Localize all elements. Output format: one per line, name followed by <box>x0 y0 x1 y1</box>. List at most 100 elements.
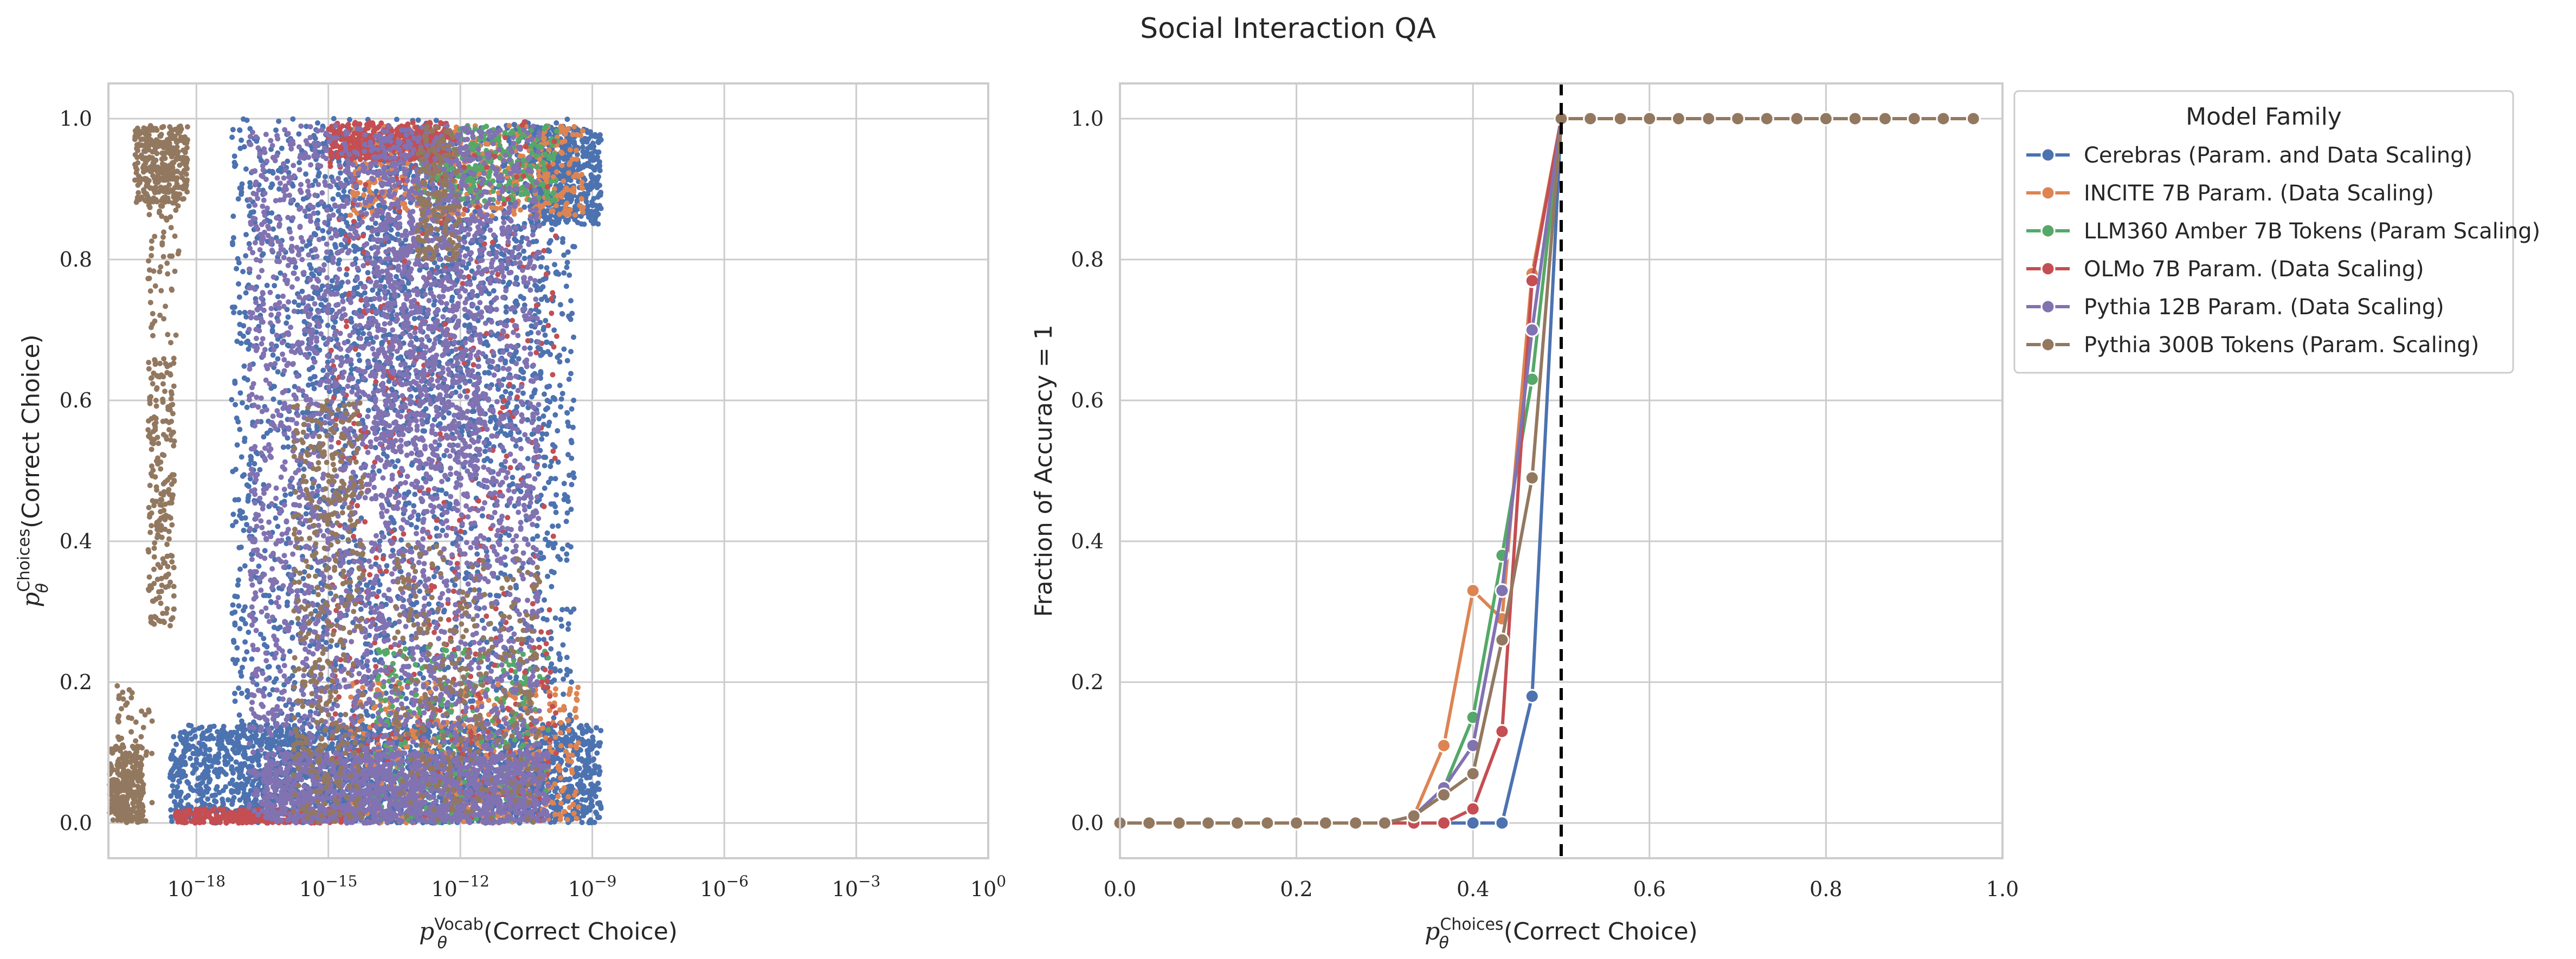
scatter-point <box>273 127 279 133</box>
scatter-point <box>544 339 550 345</box>
scatter-point <box>236 733 242 739</box>
scatter-point <box>545 573 551 579</box>
scatter-point <box>273 676 279 682</box>
scatter-point <box>395 355 401 361</box>
scatter-point <box>549 584 555 589</box>
scatter-point <box>552 615 558 621</box>
scatter-point <box>262 548 268 554</box>
scatter-point <box>559 391 565 397</box>
scatter-point <box>569 679 575 685</box>
scatter-point <box>242 639 248 645</box>
scatter-point <box>564 358 570 364</box>
scatter-point <box>201 760 207 766</box>
scatter-point <box>370 713 376 719</box>
scatter-point <box>417 671 423 677</box>
scatter-point <box>181 769 186 775</box>
scatter-point <box>431 574 437 580</box>
scatter-point <box>596 786 602 792</box>
scatter-point <box>553 492 559 498</box>
scatter-point <box>556 651 562 657</box>
scatter-point <box>552 668 558 674</box>
scatter-point <box>542 463 548 469</box>
scatter-point <box>597 768 603 774</box>
scatter-point <box>549 226 555 232</box>
scatter-point <box>551 715 557 721</box>
scatter-point <box>566 272 572 278</box>
scatter-point <box>241 607 246 613</box>
scatter-point <box>264 740 269 746</box>
scatter-point <box>237 762 243 768</box>
scatter-point <box>301 466 307 472</box>
scatter-point <box>284 320 289 326</box>
scatter-point <box>227 781 233 787</box>
scatter-point <box>264 744 270 750</box>
scatter-point <box>239 137 244 143</box>
scatter-point <box>581 784 587 790</box>
scatter-point <box>229 764 235 770</box>
scatter-point <box>257 631 263 637</box>
scatter-point <box>557 668 563 673</box>
scatter-point <box>246 462 252 468</box>
scatter-point <box>559 546 565 552</box>
scatter-point <box>175 770 181 776</box>
scatter-point <box>197 789 203 795</box>
scatter-point <box>168 807 174 813</box>
scatter-point <box>211 798 217 804</box>
scatter-point <box>237 321 243 327</box>
scatter-point <box>580 153 586 159</box>
scatter-point <box>232 609 238 615</box>
scatter-point <box>246 775 252 781</box>
scatter-point <box>278 730 284 736</box>
scatter-point <box>585 756 591 762</box>
scatter-point <box>544 530 550 536</box>
scatter-point <box>325 322 331 328</box>
scatter-point <box>214 770 220 776</box>
scatter-point <box>192 734 198 740</box>
scatter-point <box>190 787 196 793</box>
scatter-point <box>205 796 211 802</box>
scatter-point <box>248 453 254 459</box>
scatter-point <box>548 238 553 244</box>
scatter-point <box>596 814 602 820</box>
scatter-point <box>223 730 229 736</box>
scatter-point <box>561 676 566 682</box>
scatter-point <box>200 741 206 747</box>
scatter-point <box>230 770 236 776</box>
scatter-point <box>270 743 276 749</box>
scatter-point <box>241 752 246 758</box>
scatter-point <box>205 773 211 779</box>
scatter-point <box>215 729 220 735</box>
scatter-point <box>563 767 569 773</box>
scatter-point <box>421 675 426 681</box>
scatter-point <box>559 311 565 316</box>
scatter-point <box>542 485 548 491</box>
scatter-point <box>242 515 248 521</box>
scatter-point <box>276 118 282 124</box>
scatter-point <box>543 455 549 461</box>
scatter-point <box>564 410 570 416</box>
scatter-point <box>246 203 252 209</box>
scatter-point <box>234 594 240 600</box>
scatter-point <box>199 736 205 742</box>
scatter-point <box>188 755 193 761</box>
scatter-point <box>559 623 565 629</box>
scatter-point <box>240 473 246 479</box>
scatter-point <box>516 356 521 362</box>
scatter-point <box>521 248 527 254</box>
scatter-point <box>293 264 299 270</box>
scatter-point <box>586 145 592 151</box>
scatter-point <box>178 730 184 736</box>
scatter-point <box>172 799 177 805</box>
scatter-point <box>555 354 561 360</box>
scatter-point <box>564 264 570 270</box>
scatter-point <box>241 527 247 533</box>
scatter-point <box>221 769 227 775</box>
scatter-point <box>447 501 453 507</box>
scatter-point <box>237 797 243 803</box>
scatter-point <box>594 750 600 756</box>
scatter-point <box>220 788 226 793</box>
scatter-point <box>593 134 598 140</box>
scatter-point <box>192 750 198 756</box>
scatter-point <box>230 213 236 219</box>
scatter-point <box>510 475 516 481</box>
